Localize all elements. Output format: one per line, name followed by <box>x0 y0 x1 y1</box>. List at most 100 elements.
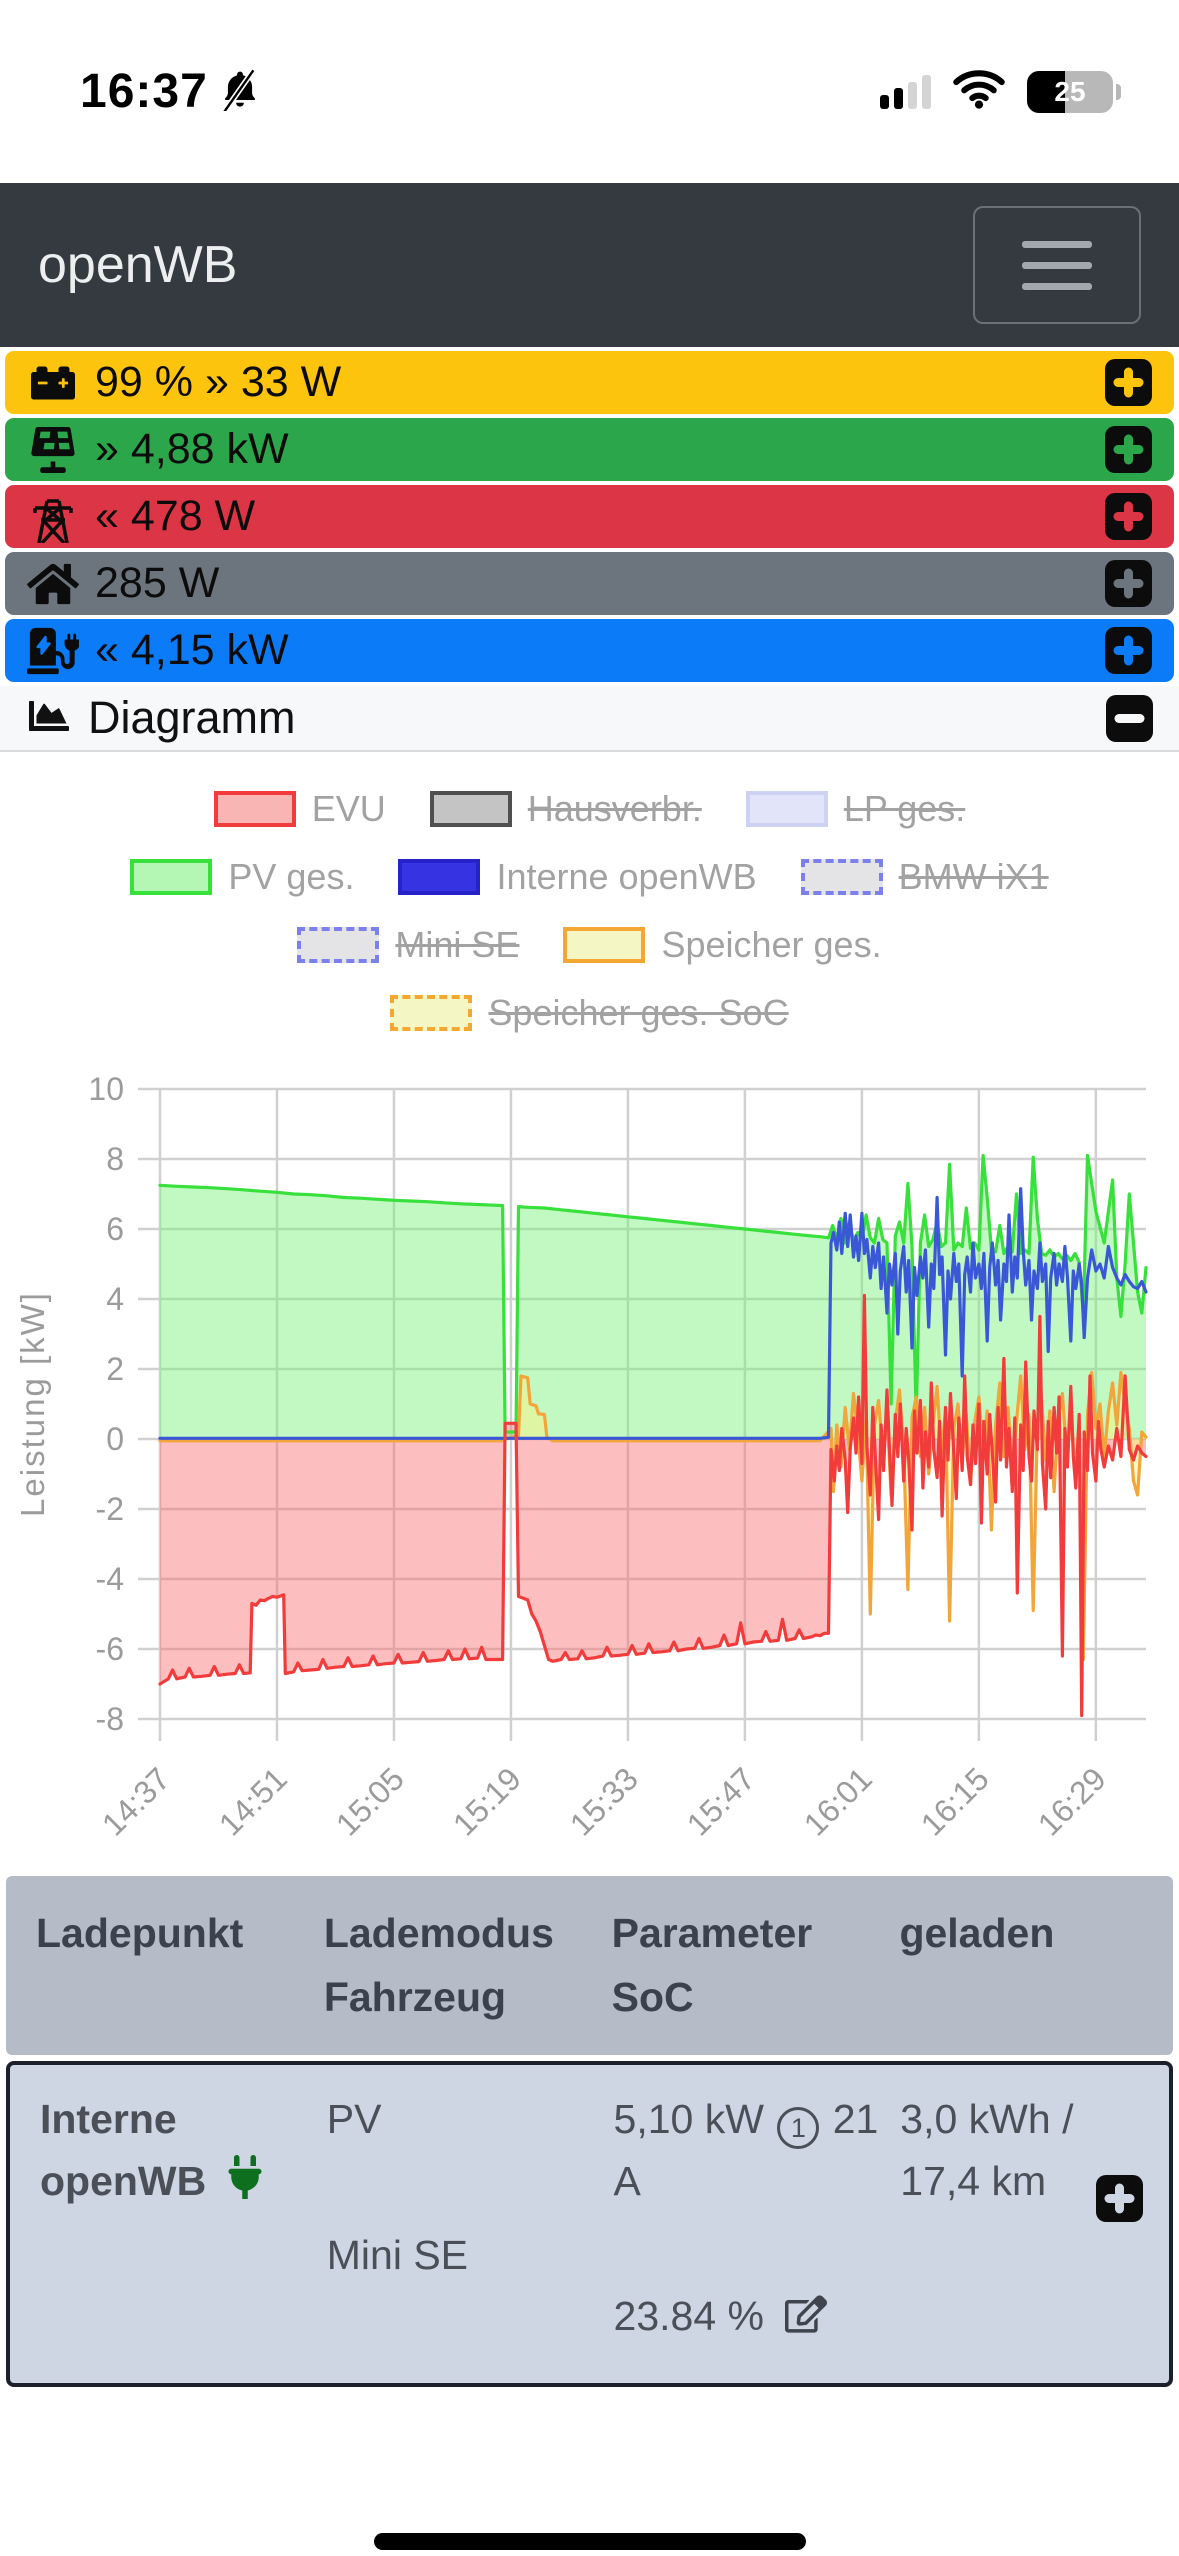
car-battery-icon <box>27 361 79 405</box>
edit-soc-icon[interactable] <box>785 2291 828 2353</box>
svg-text:6: 6 <box>106 1211 124 1247</box>
chargepoint-row[interactable]: Interne openWB PV Mini SE 5,10 kW 1 21 A… <box>6 2061 1173 2387</box>
legend-label: EVU <box>311 788 386 829</box>
cellular-signal-icon <box>880 74 931 109</box>
legend-item[interactable]: Hausverbr. <box>429 788 702 830</box>
legend-swatch <box>390 995 473 1031</box>
legend-label: PV ges. <box>228 856 355 897</box>
svg-text:8: 8 <box>106 1141 124 1177</box>
lademodus-value[interactable]: PV <box>326 2096 382 2143</box>
svg-text:-4: -4 <box>96 1561 124 1597</box>
legend-label: LP ges. <box>843 788 966 829</box>
expand-button[interactable] <box>1105 426 1152 473</box>
legend-label: Hausverbr. <box>527 788 702 829</box>
ios-status-bar: 16:37 25 <box>0 0 1179 183</box>
chart-legend: EVU Hausverbr. LP ges. PV ges. Interne openW… <box>0 752 1179 1066</box>
legend-item[interactable]: PV ges. <box>130 856 354 898</box>
tile-pv-production[interactable]: » 4,88 kW <box>5 418 1174 481</box>
svg-text:14:51: 14:51 <box>212 1760 294 1842</box>
legend-swatch <box>130 859 213 895</box>
power-chart[interactable]: -8 -6 -4 -2 0 2 4 6 8 10 14:37 14:51 15:05 15:19 15:33… <box>0 1066 1179 1866</box>
tile-grid[interactable]: « 478 W <box>5 485 1174 548</box>
svg-text:4: 4 <box>106 1281 124 1317</box>
legend-swatch <box>800 859 883 895</box>
diagram-card-header[interactable]: Diagramm <box>0 686 1179 752</box>
transmission-tower-icon <box>27 491 79 543</box>
solar-panel-icon <box>27 426 79 473</box>
chargepoint-table-header: Ladepunkt Lademodus Fahrzeug Parameter SoC… <box>6 1876 1173 2056</box>
phase-count-icon: 1 <box>777 2107 820 2150</box>
legend-item[interactable]: Speicher ges. <box>563 924 882 966</box>
legend-label: BMW iX1 <box>898 856 1049 897</box>
legend-item[interactable]: LP ges. <box>745 788 966 830</box>
battery-percent: 25 <box>1054 75 1086 107</box>
header-ladepunkt: Ladepunkt <box>36 1910 244 1956</box>
fahrzeug-value[interactable]: Mini SE <box>326 2231 469 2278</box>
hamburger-icon <box>1022 240 1092 248</box>
legend-swatch <box>745 791 828 827</box>
legend-swatch <box>398 859 481 895</box>
chargepoint-name: Interne openWB <box>40 2096 207 2204</box>
tile-house-consumption[interactable]: 285 W <box>5 552 1174 615</box>
tile-value: « 478 W <box>95 492 256 540</box>
charging-station-icon <box>27 627 79 675</box>
expand-button[interactable] <box>1105 493 1152 540</box>
svg-text:15:47: 15:47 <box>680 1760 762 1842</box>
soc-value: 23.84 % <box>613 2293 764 2340</box>
legend-label: Speicher ges. SoC <box>488 992 789 1033</box>
header-parameter-soc: Parameter SoC <box>611 1910 813 2020</box>
svg-text:14:37: 14:37 <box>95 1760 177 1842</box>
legend-item[interactable]: BMW iX1 <box>800 856 1049 898</box>
clock: 16:37 <box>80 65 208 118</box>
chart-area-icon <box>26 696 72 741</box>
svg-text:16:15: 16:15 <box>914 1760 996 1842</box>
chargepoint-name-cell: Interne openWB <box>40 2089 327 2353</box>
lademodus-fahrzeug-cell: PV Mini SE <box>327 2089 614 2353</box>
tile-chargepoint-power[interactable]: « 4,15 kW <box>5 619 1174 682</box>
legend-item[interactable]: Speicher ges. SoC <box>390 992 789 1034</box>
legend-label: Interne openWB <box>496 856 757 897</box>
legend-label: Speicher ges. <box>661 924 882 965</box>
expand-button[interactable] <box>1105 359 1152 406</box>
navbar: openWB <box>0 183 1179 347</box>
tile-house-battery[interactable]: 99 % » 33 W <box>5 351 1174 414</box>
geladen-cell: 3,0 kWh / 17,4 km <box>900 2089 1143 2353</box>
parameter-soc-cell: 5,10 kW 1 21 A 23.84 % <box>614 2089 901 2353</box>
legend-item[interactable]: EVU <box>213 788 386 830</box>
plug-icon <box>228 2154 262 2217</box>
expand-chargepoint-button[interactable] <box>1095 2175 1143 2223</box>
geladen-value: 3,0 kWh / 17,4 km <box>900 2096 1074 2204</box>
svg-text:Leistung [kW]: Leistung [kW] <box>14 1291 51 1517</box>
legend-item[interactable]: Mini SE <box>297 924 519 966</box>
expand-button[interactable] <box>1105 627 1152 674</box>
bell-slash-icon <box>218 67 262 117</box>
legend-swatch <box>213 791 296 827</box>
svg-text:15:19: 15:19 <box>446 1760 528 1842</box>
legend-swatch <box>297 927 380 963</box>
header-geladen: geladen <box>899 1910 1055 1956</box>
svg-text:-8: -8 <box>96 1701 124 1737</box>
hamburger-menu-button[interactable] <box>973 206 1141 324</box>
expand-button[interactable] <box>1105 560 1152 607</box>
tile-value: 99 % » 33 W <box>95 358 342 406</box>
header-lademodus-fahrzeug: Lademodus Fahrzeug <box>323 1910 554 2020</box>
charge-power-value: 5,10 kW <box>613 2096 764 2143</box>
home-indicator[interactable] <box>373 2533 806 2550</box>
svg-text:-2: -2 <box>96 1491 124 1527</box>
svg-text:15:33: 15:33 <box>563 1760 645 1842</box>
svg-text:0: 0 <box>106 1421 124 1457</box>
svg-text:2: 2 <box>106 1351 124 1387</box>
house-icon <box>27 561 79 607</box>
legend-swatch <box>429 791 512 827</box>
tile-value: 285 W <box>95 559 220 607</box>
svg-text:15:05: 15:05 <box>329 1760 411 1842</box>
collapse-button[interactable] <box>1106 694 1153 742</box>
legend-item[interactable]: Interne openWB <box>398 856 757 898</box>
svg-text:16:01: 16:01 <box>797 1760 879 1842</box>
diagram-title: Diagramm <box>88 692 296 743</box>
legend-label: Mini SE <box>395 924 520 965</box>
charge-current-value: 21 A <box>613 2096 879 2204</box>
brand-title: openWB <box>38 236 238 294</box>
tile-value: « 4,15 kW <box>95 626 289 674</box>
